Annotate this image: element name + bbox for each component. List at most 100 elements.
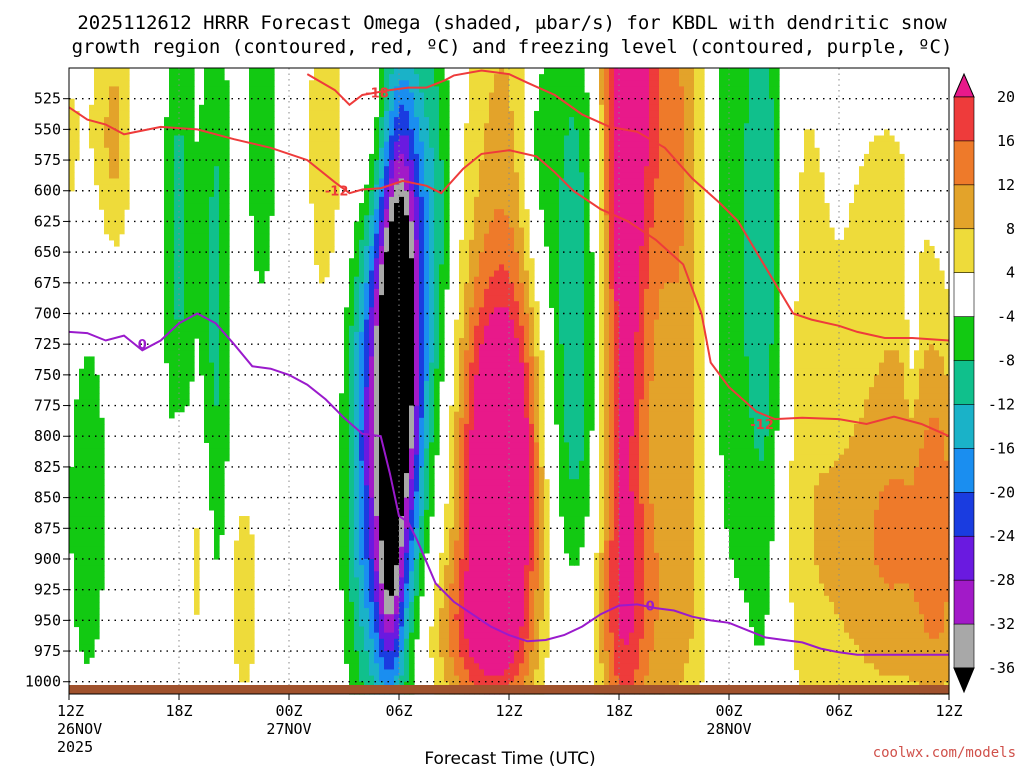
omega-cell: [249, 644, 255, 652]
omega-cell: [179, 190, 185, 198]
omega-cell: [379, 595, 385, 603]
omega-cell: [239, 675, 245, 683]
omega-cell: [364, 295, 370, 302]
omega-cell: [394, 374, 400, 382]
omega-cell: [79, 381, 85, 388]
omega-cell: [114, 196, 120, 204]
omega-cell: [249, 552, 255, 560]
omega-cell: [389, 362, 395, 370]
omega-cell: [169, 86, 175, 94]
omega-cell: [254, 92, 260, 100]
omega-cell: [509, 239, 515, 247]
omega-cell: [434, 110, 440, 118]
omega-cell: [174, 196, 180, 204]
omega-cell: [404, 307, 410, 315]
omega-cell: [409, 546, 415, 554]
omega-cell: [494, 651, 500, 658]
omega-cell: [529, 319, 535, 327]
omega-cell: [449, 669, 455, 677]
omega-cell: [389, 546, 395, 554]
omega-cell: [419, 393, 425, 401]
omega-cell: [489, 638, 495, 646]
omega-cell: [109, 166, 115, 173]
omega-cell: [169, 356, 175, 364]
omega-cell: [469, 522, 475, 529]
omega-cell: [524, 669, 530, 677]
omega-cell: [409, 387, 415, 394]
omega-cell: [489, 393, 495, 401]
omega-cell: [399, 190, 405, 198]
omega-cell: [99, 442, 105, 450]
omega-cell: [209, 307, 215, 315]
omega-cell: [514, 399, 520, 407]
omega-cell: [404, 123, 410, 130]
omega-cell: [459, 454, 465, 462]
omega-cell: [444, 270, 450, 278]
omega-cell: [474, 313, 480, 321]
omega-cell: [504, 491, 510, 499]
omega-cell: [519, 528, 525, 536]
omega-cell: [344, 411, 350, 419]
omega-cell: [504, 301, 510, 308]
omega-cell: [504, 473, 510, 480]
omega-cell: [174, 282, 180, 290]
omega-cell: [99, 196, 105, 204]
omega-cell: [389, 540, 395, 548]
omega-cell: [369, 374, 375, 382]
omega-cell: [404, 423, 410, 431]
omega-cell: [389, 203, 395, 210]
omega-cell: [114, 153, 120, 161]
omega-cell: [394, 399, 400, 407]
omega-cell: [479, 669, 485, 677]
omega-cell: [189, 160, 195, 167]
omega-cell: [489, 221, 495, 229]
omega-cell: [114, 98, 120, 106]
omega-cell: [489, 160, 495, 167]
omega-cell: [179, 196, 185, 204]
omega-cell: [424, 92, 430, 100]
omega-cell: [219, 141, 225, 149]
omega-cell: [204, 153, 210, 161]
omega-cell: [434, 411, 440, 419]
omega-cell: [519, 319, 525, 327]
omega-cell: [459, 430, 465, 437]
omega-cell: [474, 571, 480, 578]
omega-cell: [344, 448, 350, 456]
omega-cell: [474, 288, 480, 296]
omega-cell: [194, 190, 200, 198]
omega-cell: [349, 381, 355, 388]
omega-cell: [189, 221, 195, 229]
omega-cell: [209, 141, 215, 149]
omega-cell: [204, 362, 210, 370]
omega-cell: [504, 313, 510, 321]
omega-cell: [339, 448, 345, 456]
omega-cell: [109, 135, 115, 143]
omega-cell: [384, 74, 390, 81]
omega-cell: [424, 417, 430, 425]
omega-cell: [454, 436, 460, 443]
omega-cell: [524, 638, 530, 646]
omega-cell: [519, 393, 525, 401]
omega-cell: [379, 454, 385, 462]
omega-cell: [89, 638, 95, 646]
omega-cell: [324, 270, 330, 278]
omega-cell: [204, 135, 210, 143]
omega-cell: [519, 203, 525, 210]
omega-cell: [484, 675, 490, 683]
omega-cell: [394, 147, 400, 155]
omega-cell: [514, 203, 520, 210]
omega-cell: [474, 473, 480, 480]
omega-cell: [269, 184, 275, 192]
omega-cell: [409, 344, 415, 351]
omega-cell: [474, 307, 480, 315]
omega-cell: [104, 221, 110, 229]
omega-cell: [484, 589, 490, 597]
omega-cell: [529, 325, 535, 333]
omega-cell: [359, 454, 365, 462]
omega-cell: [379, 117, 385, 124]
omega-cell: [469, 614, 475, 621]
omega-cell: [364, 325, 370, 333]
omega-cell: [254, 264, 260, 272]
omega-cell: [499, 528, 505, 536]
